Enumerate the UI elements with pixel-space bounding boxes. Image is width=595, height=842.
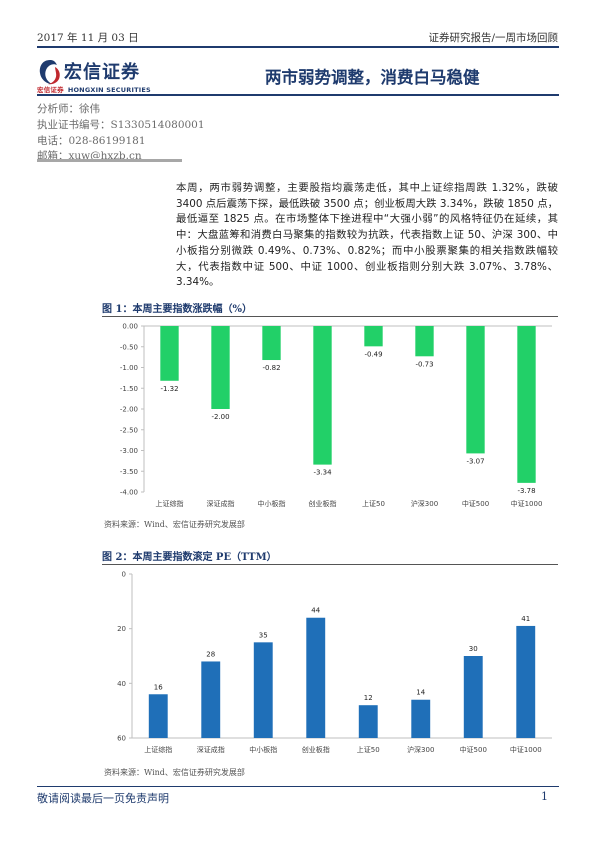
- data-label: -0.49: [364, 350, 382, 358]
- figure2-rule: [102, 564, 558, 565]
- y-tick-label: -2.50: [120, 426, 138, 434]
- report-type: 证券研究报告/一周市场回顾: [428, 32, 558, 44]
- bar: [411, 699, 431, 738]
- bar: [517, 326, 536, 483]
- report-date: 2017 年 11 月 03 日: [37, 32, 139, 44]
- bar: [160, 326, 179, 381]
- logo-name-en: 宏信证券 HONGXIN SECURITIES: [37, 84, 151, 94]
- x-tick-label: 深证成指: [207, 499, 235, 508]
- x-tick-label: 中证1000: [511, 499, 543, 508]
- x-tick-label: 中证500: [462, 499, 489, 508]
- author-separator: [37, 159, 182, 162]
- x-tick-label: 沪深300: [407, 745, 434, 754]
- data-label: -1.32: [160, 385, 178, 393]
- analyst-name: 分析师：徐伟: [37, 103, 100, 115]
- bar: [253, 642, 273, 738]
- x-tick-label: 中小板指: [249, 745, 277, 754]
- bar: [466, 326, 485, 454]
- x-tick-label: 沪深300: [411, 499, 438, 508]
- bar: [262, 326, 281, 361]
- data-label: 41: [521, 615, 530, 623]
- y-tick-label: -1.00: [120, 364, 138, 372]
- y-tick-label: -2.00: [120, 406, 138, 414]
- x-tick-label: 中小板指: [258, 499, 286, 508]
- data-label: -3.07: [466, 457, 484, 465]
- data-label: 14: [416, 689, 425, 697]
- y-tick-label: -0.50: [120, 343, 138, 351]
- data-label: -3.34: [313, 469, 332, 477]
- y-tick-label: -3.50: [120, 468, 138, 476]
- figure2-chart: 0 20 40 60 16 上证综指 28 深证成指 35 中小板指 44 创业板指 12 上证50 14 沪…: [117, 571, 552, 754]
- summary-paragraph: 本周，两市弱势调整，主要股指均震荡走低，其中上证综指周跌 1.32%，跌破 34…: [176, 182, 558, 289]
- y-tick-label: 40: [117, 680, 126, 688]
- figure1-chart: 0.00 -0.50 -1.00 -1.50 -2.00 -2.50 -3.00 -3.50 -…: [120, 323, 552, 508]
- figure1-title: 图 1：本周主要指数涨跌幅（%）: [102, 304, 252, 315]
- figure2-title: 图 2：本周主要指数滚定 PE（TTM）: [102, 552, 277, 563]
- logo-name-en-text: HONGXIN SECURITIES: [67, 86, 151, 94]
- data-label: 12: [364, 694, 373, 702]
- y-tick-label: 60: [117, 735, 126, 743]
- bar: [306, 617, 326, 738]
- y-tick-label: -1.50: [120, 385, 138, 393]
- data-label: 30: [469, 645, 478, 653]
- bar: [148, 694, 168, 738]
- bar: [463, 656, 483, 738]
- data-label: -3.78: [517, 487, 535, 495]
- disclaimer-note: 敬请阅读最后一页免责声明: [37, 792, 169, 805]
- bar: [364, 326, 383, 347]
- y-tick-label: 0: [122, 571, 126, 579]
- y-tick-label: -3.00: [120, 447, 138, 455]
- phone-number: 电话：028-86199181: [37, 135, 146, 147]
- x-tick-label: 中证500: [460, 745, 487, 754]
- bar: [415, 326, 434, 357]
- y-tick-label: -4.00: [120, 489, 138, 497]
- data-label: -0.82: [262, 364, 280, 372]
- footer-rule: [37, 786, 559, 787]
- bar: [516, 625, 536, 738]
- header-rule: [37, 46, 559, 48]
- bar: [211, 326, 230, 409]
- data-label: 16: [154, 683, 163, 691]
- x-tick-label: 上证50: [362, 499, 385, 508]
- page-number: 1: [541, 790, 548, 803]
- x-tick-label: 创业板指: [302, 745, 330, 754]
- figure2-source: 资料来源：Wind、宏信证券研究发展部: [104, 768, 245, 777]
- bar: [358, 705, 378, 738]
- data-label: 28: [206, 650, 215, 658]
- hongxin-logo-icon: [39, 60, 60, 85]
- bar: [313, 326, 332, 465]
- x-tick-label: 上证50: [357, 745, 380, 754]
- x-tick-label: 深证成指: [197, 745, 225, 754]
- data-label: 35: [259, 631, 268, 639]
- y-tick-label: 20: [117, 625, 126, 633]
- logo-name-cn: 宏信证券: [64, 62, 140, 83]
- y-tick-label: 0.00: [122, 323, 138, 331]
- figure1-source: 资料来源：Wind、宏信证券研究发展部: [104, 520, 245, 529]
- x-tick-label: 上证综指: [156, 499, 184, 508]
- data-label: 44: [311, 607, 320, 615]
- data-label: -2.00: [211, 413, 229, 421]
- logo-name-en-small: 宏信证券: [37, 86, 64, 94]
- x-tick-label: 上证综指: [144, 745, 172, 754]
- bar: [201, 661, 221, 738]
- data-label: -0.73: [415, 360, 433, 368]
- x-tick-label: 中证1000: [510, 745, 542, 754]
- figure1-rule: [102, 316, 558, 317]
- license-number: 执业证书编号：S1330514080001: [37, 119, 205, 131]
- title-rule: [37, 94, 559, 96]
- x-tick-label: 创业板指: [309, 499, 337, 508]
- report-title: 两市弱势调整，消费白马稳健: [265, 68, 480, 87]
